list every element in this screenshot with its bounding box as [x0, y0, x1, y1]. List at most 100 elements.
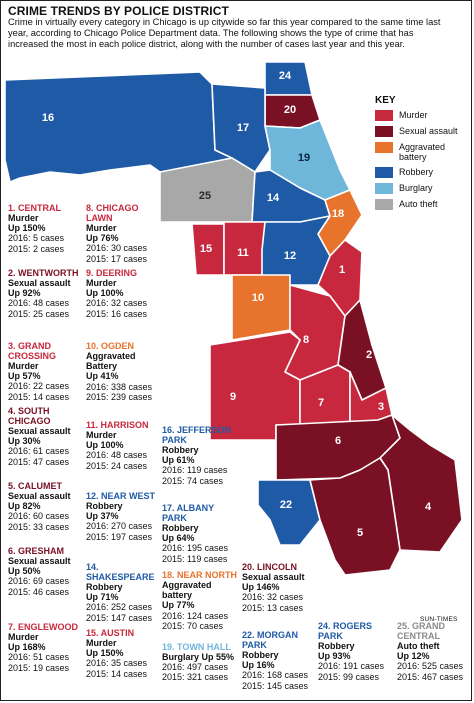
district-name: 4. SOUTH CHICAGO: [8, 406, 51, 426]
cases-2015: 2015: 14 cases: [86, 668, 148, 679]
district-label-8: 8: [303, 334, 309, 346]
district-block: 17. ALBANY PARK Robbery Up 64% 2016: 195 ca…: [162, 503, 238, 564]
cases-2016: 2016: 22 cases: [8, 381, 70, 392]
district-label-11: 11: [237, 247, 249, 259]
district-label-7: 7: [318, 397, 324, 409]
cases-2016: 2016: 48 cases: [86, 450, 148, 461]
cases-2016: 2016: 252 cases: [86, 602, 153, 613]
district-block: 11. HARRISON Murder Up 100% 2016: 48 cases 2…: [86, 420, 162, 471]
cases-2016: 2016: 32 cases: [242, 592, 304, 603]
district-name: 14. SHAKESPEARE: [86, 562, 155, 582]
district-name: 17. ALBANY PARK: [162, 503, 215, 523]
district-block: 19. TOWN HALL Burglary Up 55% 2016: 497 ca…: [162, 642, 238, 683]
change-percent: Up 77%: [162, 600, 195, 611]
credit-line: SUN-TIMES: [420, 616, 458, 623]
change-percent: Up 71%: [86, 592, 119, 603]
district-name: 5. CALUMET: [8, 481, 62, 491]
district-name: 15. AUSTIN: [86, 628, 135, 638]
district-name: 7. ENGLEWOOD: [8, 622, 79, 632]
crime-type: Sexual assault: [8, 426, 71, 436]
cases-2016: 2016: 5 cases: [8, 233, 65, 244]
district-label-24: 24: [279, 70, 292, 82]
crime-type: Murder: [8, 632, 39, 642]
district-label-3: 3: [378, 401, 384, 413]
change-percent: Up 93%: [318, 651, 351, 662]
district-name: 8. CHICAGO LAWN: [86, 203, 139, 223]
cases-2015: 2015: 467 cases: [397, 671, 464, 682]
district-block: 7. ENGLEWOOD Murder Up 168% 2016: 51 cases 2…: [8, 622, 84, 673]
change-percent: Up 57%: [8, 371, 41, 382]
cases-2015: 2015: 2 cases: [8, 243, 65, 254]
crime-type: Sexual assault: [242, 572, 305, 582]
district-label-14: 14: [267, 192, 280, 204]
change-percent: Up 76%: [86, 233, 119, 244]
legend-item: Auto theft: [375, 199, 470, 210]
district-name: 11. HARRISON: [86, 420, 149, 430]
district-4-area: [379, 414, 463, 553]
change-percent: Up 50%: [8, 566, 41, 577]
graphic-title: CRIME TRENDS BY POLICE DISTRICT: [8, 4, 229, 18]
intro-text: Crime in virtually every category in Chi…: [8, 17, 441, 50]
district-label-5: 5: [357, 527, 363, 539]
district-label-12: 12: [284, 250, 296, 262]
change-percent: Up 100%: [86, 440, 124, 451]
crime-type: Murder: [8, 213, 39, 223]
cases-2015: 2015: 239 cases: [86, 391, 153, 402]
legend-label: Burglary: [399, 183, 433, 193]
cases-2015: 2015: 74 cases: [162, 475, 224, 486]
crime-type: Robbery: [242, 650, 279, 660]
cases-2015: 2015: 14 cases: [8, 391, 70, 402]
district-block: 18. NEAR NORTH Aggravated battery Up 77% 20…: [162, 570, 238, 631]
cases-2016: 2016: 48 cases: [8, 298, 70, 309]
change-percent: Up 146%: [242, 582, 280, 593]
change-percent: Up 30%: [8, 436, 41, 447]
change-percent: Up 41%: [86, 371, 119, 382]
legend-title: KEY: [375, 95, 396, 106]
cases-2015: 2015: 19 cases: [8, 662, 70, 673]
district-label-4: 4: [425, 501, 432, 513]
cases-2016: 2016: 168 cases: [242, 670, 309, 681]
district-name: 22. MORGAN PARK: [242, 630, 299, 650]
cases-2015: 2015: 17 cases: [86, 253, 148, 264]
map-legend: KEY Murder Sexual assault Aggravated batte…: [375, 95, 470, 215]
district-block: 2. WENTWORTH Sexual assault Up 92% 2016: 48…: [8, 268, 84, 319]
change-percent: Up 37%: [86, 511, 119, 522]
district-22-area: [257, 479, 321, 546]
district-block: 14. SHAKESPEARE Robbery Up 71% 2016: 252 ca…: [86, 562, 162, 623]
district-name: 24. ROGERS PARK: [318, 621, 373, 641]
district-name: 9. DEERING: [86, 268, 138, 278]
crime-type: Murder: [8, 361, 39, 371]
legend-label: Murder: [399, 110, 428, 120]
district-10-area: [231, 274, 291, 341]
district-block: 3. GRAND CROSSING Murder Up 57% 2016: 22 ca…: [8, 341, 84, 402]
district-name: 3. GRAND CROSSING: [8, 341, 57, 361]
legend-label: Auto theft: [399, 199, 438, 209]
cases-2015: 2015: 24 cases: [86, 460, 148, 471]
district-label-1: 1: [339, 264, 345, 276]
cases-2016: 2016: 195 cases: [162, 543, 229, 554]
cases-2016: 2016: 69 cases: [8, 576, 70, 587]
district-block: 22. MORGAN PARK Robbery Up 16% 2016: 168 ca…: [242, 630, 318, 691]
legend-swatch: [375, 167, 393, 178]
crime-type: Murder: [86, 223, 117, 233]
legend-item: Burglary: [375, 183, 470, 194]
district-label-17: 17: [237, 122, 249, 134]
district-block: 16. JEFFERSON PARK Robbery Up 61% 2016: 119…: [162, 425, 238, 486]
legend-item: Murder: [375, 110, 470, 121]
district-name: 12. NEAR WEST: [86, 491, 156, 501]
district-name: 1. CENTRAL: [8, 203, 62, 213]
crime-type: Aggravated battery: [162, 580, 212, 601]
crime-type: Murder: [86, 638, 117, 648]
legend-swatch: [375, 110, 393, 121]
cases-2015: 2015: 99 cases: [318, 671, 380, 682]
district-block: 24. ROGERS PARK Robbery Up 93% 2016: 191 ca…: [318, 621, 394, 682]
district-name: 6. GRESHAM: [8, 546, 65, 556]
cases-2015: 2015: 147 cases: [86, 612, 153, 623]
legend-item: Robbery: [375, 167, 470, 178]
district-5-area: [309, 457, 401, 576]
district-block: 1. CENTRAL Murder Up 150% 2016: 5 cases 2015…: [8, 203, 84, 254]
legend-swatch: [375, 126, 393, 137]
change-percent: Up 64%: [162, 533, 195, 544]
district-block: 25. GRAND CENTRAL Auto theft Up 12% 2016: 5…: [397, 621, 473, 682]
